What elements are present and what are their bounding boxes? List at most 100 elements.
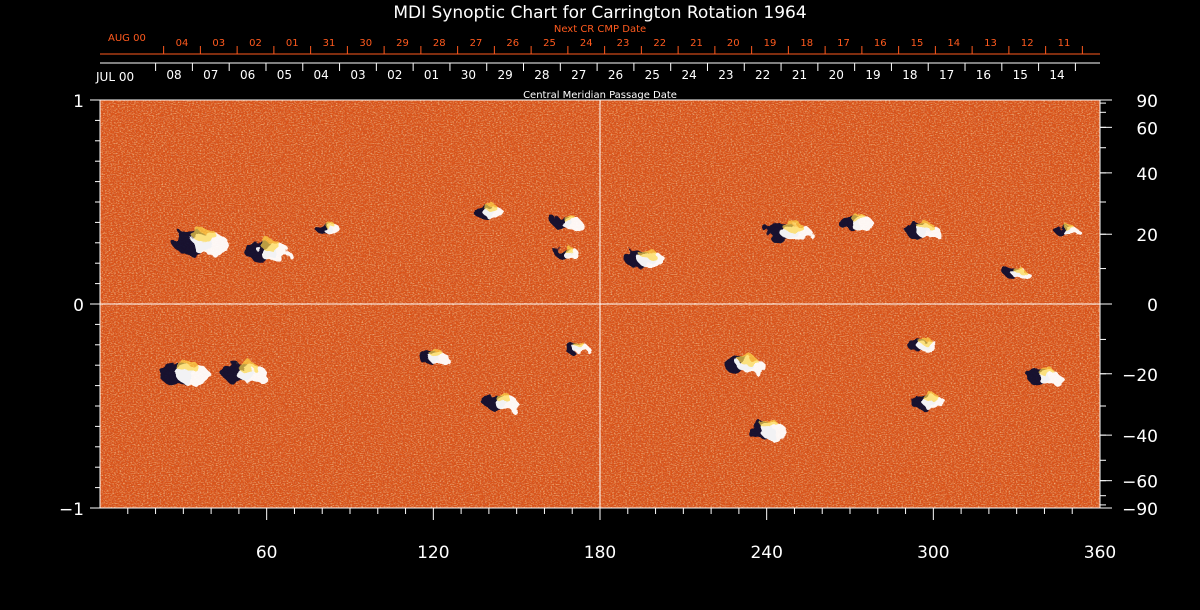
plage-patch — [1063, 224, 1075, 231]
x-tick-label: 60 — [256, 543, 278, 563]
top-red-date: 16 — [874, 38, 887, 49]
plage-patch — [495, 392, 511, 402]
plage-patch — [563, 246, 575, 253]
top-axis-red-title: Next CR CMP Date — [554, 24, 646, 35]
top-white-date: 05 — [277, 68, 292, 82]
active-region — [1004, 266, 1030, 280]
active-region — [910, 392, 946, 410]
top-axis-next-cr-cmp: AUG 00 04 03 02 01 31 30 29 28 27 26 25 24 23 22 21 20 19… — [100, 33, 1100, 55]
plage-patch — [429, 349, 443, 357]
y-axis-label-right: Latitude — [1165, 269, 1185, 339]
active-region — [482, 392, 519, 410]
top-red-date: 14 — [947, 38, 960, 49]
top-red-date: 23 — [617, 38, 630, 49]
active-region — [158, 360, 210, 385]
top-red-date: 04 — [176, 38, 189, 49]
top-white-date: 04 — [314, 68, 329, 82]
active-region — [418, 349, 449, 365]
top-white-date: 19 — [865, 68, 880, 82]
plage-patch — [574, 342, 586, 349]
active-region — [551, 214, 583, 230]
top-white-date: 24 — [681, 68, 696, 82]
y-right-tick-label: −90 — [1122, 500, 1158, 520]
plage-patch — [176, 360, 199, 373]
top-white-date: 23 — [718, 68, 733, 82]
right-axis-latitude: 90 60 40 20 0 −20 −40 −60 −90 — [1100, 92, 1158, 520]
top-red-date: 22 — [653, 38, 666, 49]
x-tick-label: 360 — [1084, 543, 1116, 563]
top-red-date: 24 — [580, 38, 593, 49]
plage-patch — [638, 248, 657, 259]
top-red-date: 17 — [837, 38, 850, 49]
plage-patch — [1039, 368, 1055, 377]
top-white-date: 17 — [939, 68, 954, 82]
active-region — [907, 337, 938, 352]
active-region — [172, 228, 229, 255]
plage-patch — [922, 392, 939, 402]
y-right-tick-label: 60 — [1136, 119, 1158, 139]
top-red-date: 03 — [212, 38, 225, 49]
x-axis-label: Carrington Longitude — [510, 567, 690, 587]
active-region — [565, 342, 591, 355]
plage-patch — [761, 420, 779, 430]
active-region — [221, 361, 268, 384]
plage-patch — [238, 361, 258, 373]
y-right-tick-label: 40 — [1136, 165, 1158, 185]
top-white-date: 28 — [534, 68, 549, 82]
x-tick-label: 180 — [584, 543, 616, 563]
top-red-date: 31 — [323, 38, 336, 49]
top-white-date: 30 — [461, 68, 476, 82]
plage-patch — [850, 213, 867, 222]
chart-title: MDI Synoptic Chart for Carrington Rotati… — [393, 3, 806, 23]
plage-patch — [738, 354, 757, 365]
x-tick-label: 300 — [917, 543, 949, 563]
y-right-tick-label: 0 — [1147, 296, 1158, 316]
top-white-date: 29 — [497, 68, 512, 82]
plage-patch — [1013, 266, 1025, 273]
top-red-start-label: AUG 00 — [108, 33, 146, 44]
plage-patch — [192, 228, 217, 242]
top-red-date: 29 — [396, 38, 409, 49]
top-red-date: 11 — [1058, 38, 1071, 49]
top-white-date: 02 — [387, 68, 402, 82]
top-white-date: 20 — [829, 68, 844, 82]
plage-patch — [260, 239, 281, 251]
active-region — [554, 246, 580, 259]
top-white-date: 25 — [645, 68, 660, 82]
top-red-date: 21 — [690, 38, 703, 49]
bottom-axis-longitude: 60 120 180 240 300 360 — [127, 508, 1116, 563]
plage-patch — [918, 337, 932, 345]
active-region — [766, 220, 813, 243]
left-axis-sine-latitude: 1 0 −1 — [59, 92, 100, 520]
top-red-date: 26 — [506, 38, 519, 49]
active-region — [724, 354, 766, 375]
y-axis-label-left: Sine Latitude — [23, 248, 43, 360]
plage-patch — [324, 222, 336, 229]
top-red-date: 28 — [433, 38, 446, 49]
active-region — [838, 213, 874, 231]
y-left-tick-label: −1 — [59, 500, 84, 520]
top-red-date: 13 — [984, 38, 997, 49]
top-red-date: 12 — [1021, 38, 1034, 49]
active-region — [746, 420, 788, 440]
plot-made-footer: Plot Made 24-Oct-2007 — [20, 582, 135, 593]
top-axis-cmp-date: JUL 00 08 07 06 05 04 03 02 01 30 29 28 27 26 25 24 23 22… — [95, 62, 1100, 84]
top-red-date: 18 — [800, 38, 813, 49]
active-regions — [158, 204, 1080, 440]
top-red-date: 30 — [359, 38, 372, 49]
top-white-start-label: JUL 00 — [95, 70, 134, 84]
plage-patch — [782, 220, 803, 232]
active-region — [1026, 368, 1063, 386]
top-white-date: 06 — [240, 68, 255, 82]
top-white-date: 27 — [571, 68, 586, 82]
top-white-date: 16 — [976, 68, 991, 82]
top-white-date: 03 — [350, 68, 365, 82]
top-white-date: 08 — [166, 68, 181, 82]
active-region — [904, 221, 941, 239]
y-right-tick-label: −40 — [1122, 427, 1158, 447]
plage-patch — [484, 204, 498, 212]
active-region — [1054, 224, 1080, 237]
top-white-date: 22 — [755, 68, 770, 82]
y-right-tick-label: −60 — [1122, 473, 1158, 493]
top-white-date: 18 — [902, 68, 917, 82]
